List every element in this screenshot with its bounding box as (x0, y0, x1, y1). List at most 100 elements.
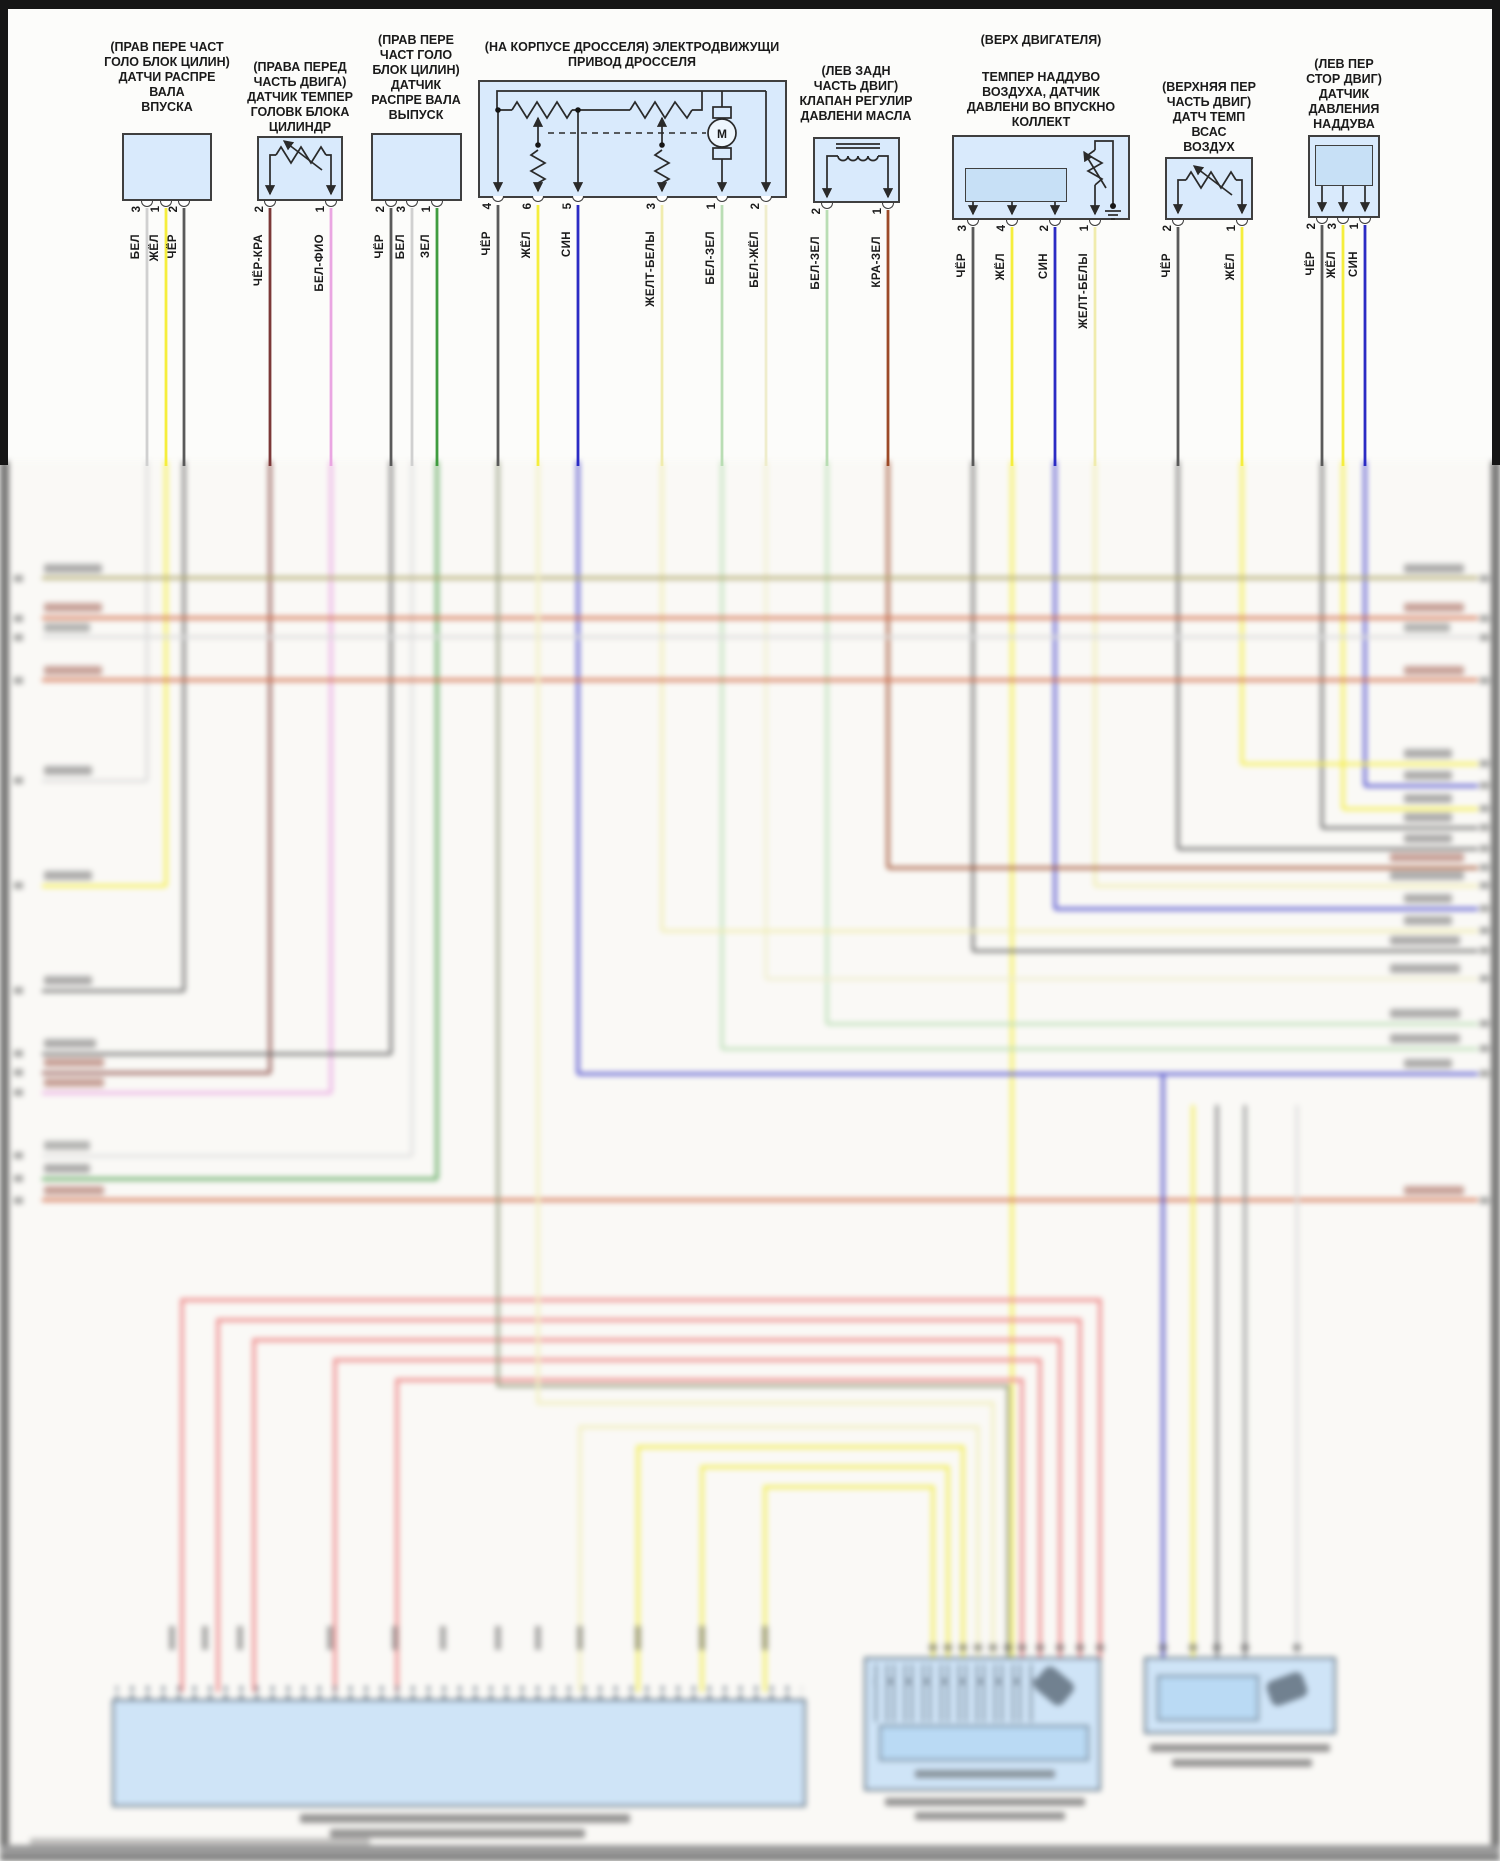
right-connector-feed-group (1161, 1074, 1299, 1660)
wire-color-label: ЧЁР (1305, 251, 1317, 276)
wire-color-label: БЕЛ-ЗЕЛ (810, 236, 822, 290)
aux-connector (1144, 1657, 1336, 1767)
pin-number: 2 (811, 208, 823, 215)
pin-number: 3 (957, 225, 969, 232)
left-edge-labels (44, 564, 104, 1195)
wire-color-label: ЖЁЛ (521, 231, 533, 259)
wire-color-label: КРА-ЗЕЛ (871, 236, 883, 288)
ground-icon (1105, 210, 1121, 220)
wire-color-label: СИН (1038, 253, 1050, 280)
component-header: (ВЕРХНЯЯ ПЕР ЧАСТЬ ДВИГ) ДАТЧ ТЕМП ВСАС ВО… (1162, 80, 1256, 154)
component-header: (ЛЕВ ЗАДН ЧАСТЬ ДВИГ) КЛАПАН РЕГУЛИР ДАВЛЕ… (799, 64, 913, 123)
component-location-header: (ВЕРХ ДВИГАТЕЛЯ) (980, 33, 1102, 47)
pin-number: 2 (168, 206, 180, 213)
wire-color-label: ЧЁР (1161, 253, 1173, 278)
left-frame-blur (0, 461, 9, 1861)
wire-color-label: ЖЁЛ (995, 253, 1007, 281)
wire-color-label: СИН (1348, 251, 1360, 278)
wire-color-label: БЕЛ-ФИО (314, 234, 326, 292)
lower-background (0, 461, 1500, 1861)
watermark (30, 1838, 370, 1846)
pin-number: 2 (254, 206, 266, 213)
connector-pin-ticks (929, 1644, 1301, 1651)
bus-group (42, 576, 1478, 1202)
component-header: (ПРАВА ПЕРЕД ЧАСТЬ ДВИГА) ДАТЧИК ТЕМПЕР ГО… (247, 60, 353, 134)
right-edge-ticks (1480, 575, 1489, 1204)
left-frame (0, 0, 8, 465)
pin-number: 1 (706, 203, 718, 210)
pin-number: 2 (1162, 225, 1174, 232)
module-leads-icon (1316, 186, 1371, 213)
svg-text:М: М (717, 127, 727, 141)
component-header: (ПРАВ ПЕРЕ ЧАСТ ГОЛО БЛОК ЦИЛИН) ДАТЧИК РА… (371, 33, 461, 122)
right-stub-group (578, 762, 1478, 1076)
pin-number: 2 (1306, 223, 1318, 230)
wire-color-label: ЧЁР (374, 234, 386, 259)
wire-color-label: БЕЛ (395, 234, 407, 260)
pin-number: 1 (1079, 225, 1091, 232)
component-header: ТЕМПЕР НАДДУВО ВОЗДУХА, ДАТЧИК ДАВЛЕНИ ВО… (966, 70, 1116, 129)
pin-number: 4 (996, 225, 1008, 232)
component-box-cam-exhaust (371, 133, 462, 201)
bottom-edge-line (0, 1856, 1500, 1861)
ecu-connector (112, 1686, 806, 1838)
wire-color-label: БЕЛ (130, 234, 142, 260)
ecu-pin-labels (169, 1626, 768, 1650)
wire-color-label: ЗЕЛ (420, 234, 432, 259)
blurred-lower-section (0, 461, 1500, 1861)
left-stub-group (42, 779, 437, 1181)
pin-number: 1 (1226, 225, 1238, 232)
right-edge-labels (1390, 564, 1464, 1195)
wire-loop-group (180, 461, 1102, 1692)
pin-number: 2 (750, 203, 762, 210)
pin-number: 6 (522, 203, 534, 210)
wire-color-label: БЕЛ-ЖЁЛ (749, 231, 761, 288)
wire-color-label: ЧЁР-КРА (253, 234, 265, 287)
component-wires (145, 205, 1367, 466)
component-box-cam-intake (122, 133, 212, 201)
component-header: (НА КОРПУСЕ ДРОССЕЛЯ) ЭЛЕКТРОДВИЖУЩИ ПРИВ… (484, 40, 780, 69)
wire-color-label: ЖЕЛТ-БЕЛЫ (1078, 253, 1090, 329)
sensor-module-icon (1315, 145, 1373, 186)
pin-number: 1 (150, 206, 162, 213)
wire-color-label: СИН (561, 231, 573, 258)
wire-color-label: БЕЛ-ЗЕЛ (705, 231, 717, 285)
component-header: (ЛЕВ ПЕР СТОР ДВИГ) ДАТЧИК ДАВЛЕНИЯ НАДДУВ… (1306, 57, 1382, 131)
top-frame (0, 0, 1500, 9)
pin-number: 3 (131, 206, 143, 213)
lower-wiring-svg (0, 461, 1500, 1861)
component-header: (ПРАВ ПЕРЕ ЧАСТ ГОЛО БЛОК ЦИЛИН) ДАТЧИ РА… (104, 40, 230, 114)
pin-number: 1 (872, 208, 884, 215)
pin-number: 3 (646, 203, 658, 210)
pin-number: 1 (315, 206, 327, 213)
right-frame-blur (1491, 461, 1500, 1861)
potentiometer-motor-icon: М (492, 90, 766, 191)
thermistor-icon (264, 140, 337, 196)
left-edge-ticks (14, 575, 23, 1204)
motor-icon: М (707, 91, 737, 191)
right-frame (1492, 0, 1500, 465)
wire-vertical-group (145, 461, 1367, 1660)
sensor-harness-connector (864, 1657, 1101, 1820)
pin-number: 3 (396, 206, 408, 213)
wire-color-label: ЧЁР (956, 253, 968, 278)
thermistor-icon (1172, 165, 1248, 215)
wire-color-label: ЧЁР (167, 234, 179, 259)
harness-clip-icon (1034, 1666, 1074, 1706)
pin-number: 3 (1327, 223, 1339, 230)
wire-color-label: ЖЕЛТ-БЕЛЫ (645, 231, 657, 307)
wire-color-label: ЖЁЛ (1326, 251, 1338, 279)
sensor-module-icon (965, 168, 1067, 202)
pin-number: 1 (421, 206, 433, 213)
pin-number: 2 (1039, 225, 1051, 232)
pin-number: 4 (482, 203, 494, 210)
wire-color-label: ЖЁЛ (149, 234, 161, 262)
upper-wiring-svg: М (145, 90, 1371, 466)
module-thermistor-ground-icon (967, 140, 1121, 220)
wire-color-label: ЖЁЛ (1225, 253, 1237, 281)
pin-number: 1 (1349, 223, 1361, 230)
wire-color-label: ЧЁР (481, 231, 493, 256)
harness-clip-icon (1266, 1672, 1308, 1706)
solenoid-coil-icon (821, 143, 894, 199)
